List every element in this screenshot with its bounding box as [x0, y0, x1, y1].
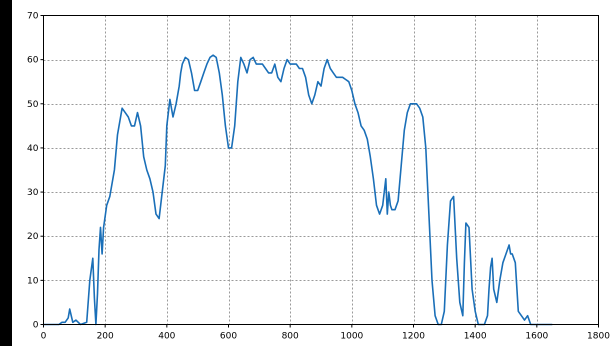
y-tick-label: 40 [27, 144, 39, 154]
x-tick-label: 1600 [525, 332, 548, 342]
plot-frame [43, 15, 599, 325]
x-tick-label: 600 [220, 332, 237, 342]
x-tick-label: 200 [97, 332, 114, 342]
y-tick-label: 30 [27, 188, 39, 198]
y-tick-label: 50 [27, 100, 39, 110]
plot-area [43, 15, 599, 325]
grid [43, 15, 599, 325]
y-tick-label: 20 [27, 232, 39, 242]
x-tick-label: 1800 [587, 332, 610, 342]
left-strip [0, 0, 12, 346]
x-tick-label: 400 [158, 332, 175, 342]
y-axis-ticks: 0 10 20 30 40 50 60 70 [27, 12, 44, 331]
x-tick-label: 800 [282, 332, 299, 342]
x-axis-ticks: 0 200 400 600 800 1000 1200 1400 1600 1800 [41, 324, 610, 342]
y-tick-label: 60 [27, 56, 39, 66]
y-tick-label: 10 [27, 276, 39, 286]
x-tick-label: 1200 [402, 332, 425, 342]
y-tick-label: 0 [33, 321, 39, 331]
x-tick-label: 1400 [464, 332, 487, 342]
series-line [43, 54, 553, 326]
x-tick-label: 1000 [340, 332, 363, 342]
series-layer [43, 54, 553, 326]
y-tick-label: 70 [27, 12, 39, 22]
x-tick-label: 0 [41, 332, 47, 342]
